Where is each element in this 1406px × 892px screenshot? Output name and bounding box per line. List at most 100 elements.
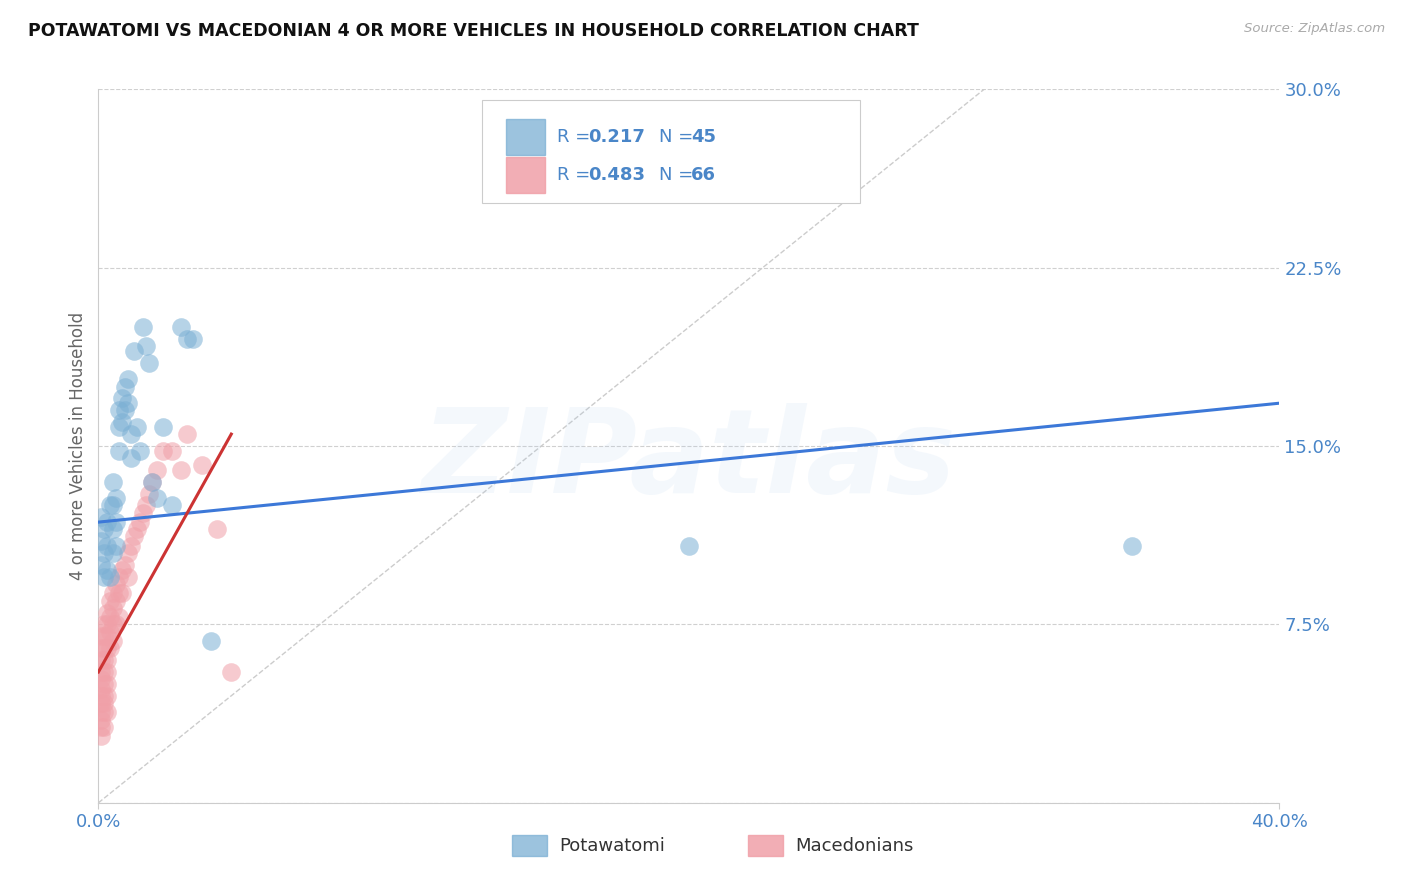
- Point: [105, 539, 128, 553]
- Point: [181, 332, 204, 346]
- Point: [138, 486, 160, 500]
- Point: [117, 372, 139, 386]
- Point: [96, 677, 118, 691]
- Point: [96, 665, 118, 679]
- Point: [103, 475, 125, 489]
- Point: [98, 593, 121, 607]
- Point: [105, 577, 128, 591]
- Point: [111, 415, 134, 429]
- Text: N =: N =: [659, 128, 699, 146]
- Point: [103, 546, 125, 560]
- Point: [96, 515, 118, 529]
- Point: [162, 443, 183, 458]
- Point: [93, 617, 115, 632]
- Point: [96, 689, 118, 703]
- Point: [93, 677, 115, 691]
- Point: [108, 420, 131, 434]
- Point: [146, 463, 169, 477]
- Point: [141, 475, 163, 489]
- Point: [96, 629, 118, 643]
- Point: [200, 634, 222, 648]
- Point: [111, 563, 134, 577]
- Y-axis label: 4 or more Vehicles in Household: 4 or more Vehicles in Household: [69, 312, 87, 580]
- Point: [1121, 539, 1143, 553]
- Point: [96, 539, 118, 553]
- Point: [117, 546, 139, 560]
- Bar: [506, 120, 546, 155]
- Point: [96, 641, 118, 656]
- Point: [128, 443, 150, 458]
- Point: [120, 539, 142, 553]
- Point: [128, 515, 150, 529]
- Point: [678, 539, 700, 553]
- Point: [125, 420, 148, 434]
- Point: [90, 665, 112, 679]
- Point: [114, 403, 136, 417]
- Point: [191, 458, 214, 472]
- Point: [93, 629, 115, 643]
- Point: [90, 681, 112, 696]
- Point: [96, 706, 118, 720]
- Text: Macedonians: Macedonians: [796, 837, 914, 855]
- Point: [219, 665, 242, 679]
- Text: 45: 45: [692, 128, 716, 146]
- Point: [108, 570, 131, 584]
- Point: [114, 558, 136, 572]
- Point: [93, 522, 115, 536]
- Point: [90, 689, 112, 703]
- Point: [132, 506, 155, 520]
- Point: [108, 443, 131, 458]
- Point: [152, 420, 174, 434]
- Point: [114, 379, 136, 393]
- Point: [103, 499, 125, 513]
- Point: [103, 586, 125, 600]
- Point: [90, 672, 112, 686]
- Point: [117, 570, 139, 584]
- Text: N =: N =: [659, 166, 699, 184]
- Text: Source: ZipAtlas.com: Source: ZipAtlas.com: [1244, 22, 1385, 36]
- Point: [135, 499, 157, 513]
- Point: [146, 491, 169, 506]
- Text: ZIPatlas: ZIPatlas: [422, 403, 956, 517]
- Point: [162, 499, 183, 513]
- Point: [103, 600, 125, 615]
- Point: [90, 720, 112, 734]
- Text: Potawatomi: Potawatomi: [560, 837, 665, 855]
- Point: [93, 696, 115, 710]
- Text: POTAWATOMI VS MACEDONIAN 4 OR MORE VEHICLES IN HOUSEHOLD CORRELATION CHART: POTAWATOMI VS MACEDONIAN 4 OR MORE VEHIC…: [28, 22, 920, 40]
- Point: [90, 510, 112, 524]
- Point: [105, 515, 128, 529]
- Point: [108, 586, 131, 600]
- Point: [98, 641, 121, 656]
- Point: [132, 320, 155, 334]
- Point: [90, 713, 112, 727]
- Point: [96, 563, 118, 577]
- Point: [93, 706, 115, 720]
- Point: [135, 339, 157, 353]
- Bar: [748, 835, 783, 856]
- Point: [117, 396, 139, 410]
- Point: [122, 343, 145, 358]
- Bar: [506, 157, 546, 193]
- Point: [98, 570, 121, 584]
- Point: [90, 696, 112, 710]
- Text: 66: 66: [692, 166, 716, 184]
- Point: [96, 606, 118, 620]
- Point: [152, 443, 174, 458]
- Text: R =: R =: [557, 128, 596, 146]
- Point: [170, 320, 193, 334]
- Point: [93, 689, 115, 703]
- Point: [108, 403, 131, 417]
- Text: 0.483: 0.483: [589, 166, 645, 184]
- Point: [105, 617, 128, 632]
- Point: [108, 610, 131, 624]
- Point: [111, 392, 134, 406]
- Point: [93, 653, 115, 667]
- Point: [90, 653, 112, 667]
- Point: [90, 558, 112, 572]
- Point: [93, 570, 115, 584]
- Point: [90, 641, 112, 656]
- Point: [90, 729, 112, 743]
- Point: [96, 653, 118, 667]
- Point: [96, 617, 118, 632]
